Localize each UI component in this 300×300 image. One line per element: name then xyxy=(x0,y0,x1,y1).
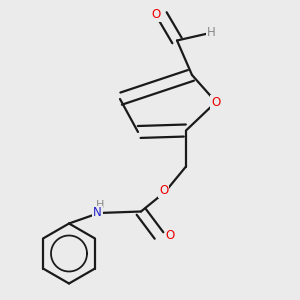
Text: O: O xyxy=(159,184,168,197)
Text: H: H xyxy=(96,200,105,211)
Text: O: O xyxy=(212,95,220,109)
Text: O: O xyxy=(166,229,175,242)
Text: O: O xyxy=(152,8,160,22)
Text: N: N xyxy=(93,206,102,220)
Text: H: H xyxy=(207,26,216,40)
